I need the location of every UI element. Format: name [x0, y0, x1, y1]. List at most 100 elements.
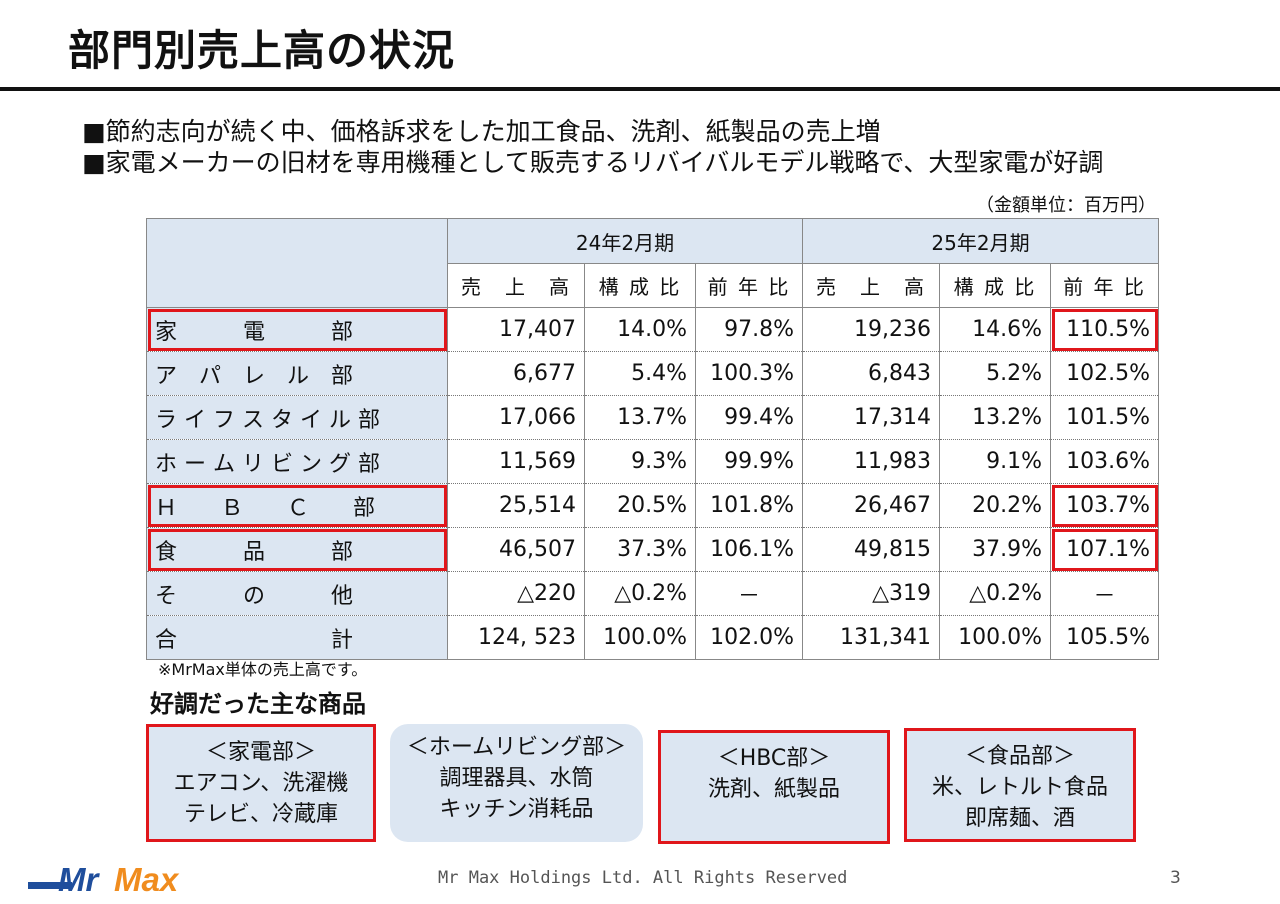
column-header: 構 成 比	[584, 263, 696, 308]
table-row: 家 電 部 17,407 14.0% 97.8% 19,236 14.6% 110.5%	[146, 307, 1160, 352]
value-cell: 14.0%	[584, 307, 696, 352]
summary-bullets: ■節約志向が続く中、価格訴求をした加工食品、洗剤、紙製品の売上増 ■家電メーカー…	[82, 116, 1103, 178]
column-header: 売 上 高	[447, 263, 585, 308]
product-card-home-living: ＜ホームリビング部＞ 調理器具、水筒 キッチン消耗品	[390, 724, 643, 842]
mrmax-logo: Mr Max	[28, 861, 180, 896]
card-line: テレビ、冷蔵庫	[183, 802, 338, 827]
value-cell: －	[1050, 571, 1160, 616]
value-cell: △0.2%	[584, 571, 696, 616]
products-heading: 好調だった主な商品	[150, 690, 366, 718]
bullet-point: ■家電メーカーの旧材を専用機種として販売するリバイバルモデル戦略で、大型家電が好…	[82, 148, 1104, 177]
table-row: そ の 他 △220 △0.2% － △319 △0.2% －	[146, 571, 1160, 616]
product-card-food: ＜食品部＞ 米、レトルト食品 即席麺、酒	[904, 728, 1136, 842]
product-card-appliances: ＜家電部＞ エアコン、洗濯機 テレビ、冷蔵庫	[146, 724, 376, 842]
column-header: 前 年 比	[1050, 263, 1160, 308]
value-cell: △319	[802, 571, 941, 616]
footnote: ※MrMax単体の売上高です。	[158, 660, 368, 679]
value-cell: 13.7%	[584, 395, 696, 440]
column-header: 構 成 比	[939, 263, 1052, 308]
value-cell: 26,467	[802, 483, 941, 528]
value-cell: 100.0%	[939, 615, 1052, 660]
column-header: 売 上 高	[802, 263, 941, 308]
value-cell: －	[695, 571, 804, 616]
table-row: 合 計 124, 523 100.0% 102.0% 131,341 100.0% 105.…	[146, 615, 1160, 660]
value-cell: 19,236	[802, 307, 941, 352]
title-underline	[0, 87, 1280, 91]
department-cell: ホ ー ム リ ビ ン グ 部	[146, 439, 448, 484]
value-cell: 49,815	[802, 527, 941, 572]
value-cell: 11,569	[447, 439, 585, 484]
value-cell: 14.6%	[939, 307, 1052, 352]
card-line: 調理器具、水筒	[439, 766, 594, 791]
header-blank-cell	[146, 218, 448, 308]
value-cell: 20.5%	[584, 483, 696, 528]
card-title: ＜HBC部＞	[717, 746, 831, 771]
bullet-point: ■節約志向が続く中、価格訴求をした加工食品、洗剤、紙製品の売上増	[82, 117, 881, 146]
card-title: ＜ホームリビング部＞	[406, 735, 627, 760]
value-cell: 99.9%	[695, 439, 804, 484]
table-row: ラ イ フ ス タ イ ル 部 17,066 13.7% 99.4% 17,314 13.…	[146, 395, 1160, 440]
page-number: 3	[1170, 868, 1181, 888]
value-cell: △220	[447, 571, 585, 616]
value-cell: 110.5%	[1050, 307, 1160, 352]
column-header: 前 年 比	[695, 263, 804, 308]
card-line: キッチン消耗品	[439, 797, 594, 822]
department-cell: そ の 他	[146, 571, 448, 616]
footer-copyright: Mr Max Holdings Ltd. All Rights Reserved	[438, 868, 848, 888]
value-cell: 37.3%	[584, 527, 696, 572]
value-cell: 124, 523	[447, 615, 585, 660]
value-cell: 103.7%	[1050, 483, 1160, 528]
value-cell: 9.1%	[939, 439, 1052, 484]
value-cell: △0.2%	[939, 571, 1052, 616]
table-row: Ｈ Ｂ Ｃ 部 25,514 20.5% 101.8% 26,467 20.2% 103.7…	[146, 483, 1160, 528]
value-cell: 6,843	[802, 351, 941, 396]
value-cell: 25,514	[447, 483, 585, 528]
card-line: 米、レトルト食品	[931, 775, 1108, 800]
table-row: ホ ー ム リ ビ ン グ 部 11,569 9.3% 99.9% 11,983 9.1%…	[146, 439, 1160, 484]
value-cell: 101.5%	[1050, 395, 1160, 440]
department-cell: Ｈ Ｂ Ｃ 部	[146, 483, 448, 528]
value-cell: 97.8%	[695, 307, 804, 352]
department-cell: ア パ レ ル 部	[146, 351, 448, 396]
page-title: 部門別売上高の状況	[68, 26, 456, 75]
card-line: 洗剤、紙製品	[707, 777, 840, 802]
value-cell: 13.2%	[939, 395, 1052, 440]
card-line: エアコン、洗濯機	[173, 771, 349, 796]
svg-text:Mr: Mr	[58, 861, 100, 896]
value-cell: 100.0%	[584, 615, 696, 660]
value-cell: 102.5%	[1050, 351, 1160, 396]
unit-note: （金額単位：百万円）	[976, 195, 1156, 216]
value-cell: 107.1%	[1050, 527, 1160, 572]
card-line: 即席麺、酒	[964, 806, 1075, 831]
value-cell: 102.0%	[695, 615, 804, 660]
value-cell: 5.2%	[939, 351, 1052, 396]
department-cell: ラ イ フ ス タ イ ル 部	[146, 395, 448, 440]
value-cell: 17,066	[447, 395, 585, 440]
table-row: 食 品 部 46,507 37.3% 106.1% 49,815 37.9% 107.1%	[146, 527, 1160, 572]
department-cell: 家 電 部	[146, 307, 448, 352]
value-cell: 9.3%	[584, 439, 696, 484]
table-row: ア パ レ ル 部 6,677 5.4% 100.3% 6,843 5.2% 102.5%	[146, 351, 1160, 396]
value-cell: 6,677	[447, 351, 585, 396]
value-cell: 103.6%	[1050, 439, 1160, 484]
department-cell: 食 品 部	[146, 527, 448, 572]
value-cell: 106.1%	[695, 527, 804, 572]
value-cell: 105.5%	[1050, 615, 1160, 660]
card-title: ＜家電部＞	[205, 740, 316, 765]
period-header: 24年2月期	[447, 218, 804, 264]
value-cell: 17,407	[447, 307, 585, 352]
sales-by-department-table: 24年2月期 25年2月期 売 上 高 構 成 比 前 年 比 売 上 高 構 …	[146, 218, 1160, 660]
value-cell: 101.8%	[695, 483, 804, 528]
value-cell: 37.9%	[939, 527, 1052, 572]
value-cell: 99.4%	[695, 395, 804, 440]
value-cell: 100.3%	[695, 351, 804, 396]
department-cell: 合 計	[146, 615, 448, 660]
value-cell: 131,341	[802, 615, 941, 660]
value-cell: 17,314	[802, 395, 941, 440]
value-cell: 5.4%	[584, 351, 696, 396]
value-cell: 46,507	[447, 527, 585, 572]
svg-text:Max: Max	[114, 861, 180, 896]
period-header: 25年2月期	[802, 218, 1160, 264]
value-cell: 11,983	[802, 439, 941, 484]
card-title: ＜食品部＞	[964, 744, 1075, 769]
